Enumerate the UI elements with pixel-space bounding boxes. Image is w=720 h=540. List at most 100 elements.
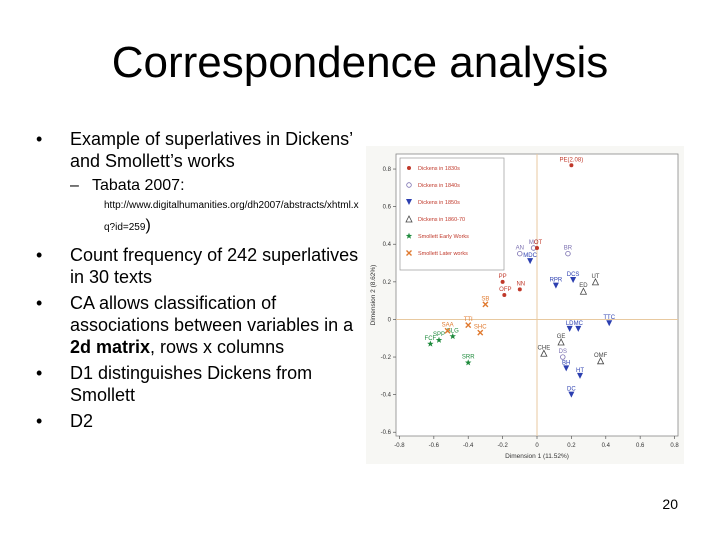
data-point — [405, 232, 413, 239]
data-label: TTC — [603, 315, 615, 321]
data-label: UT — [591, 274, 599, 280]
bullet-text: Count frequency of 242 superlatives in 3… — [70, 245, 359, 287]
data-label: OFP — [499, 287, 511, 293]
legend-box — [399, 157, 505, 271]
bullet-item: • CA allows classification of associatio… — [36, 292, 366, 358]
y-tick-label: -0.4 — [381, 393, 392, 399]
x-tick-label: -0.6 — [429, 443, 440, 449]
x-tick-label: 0 — [535, 443, 539, 449]
x-axis-label: Dimension 1 (11.52%) — [505, 453, 569, 460]
y-tick-label: 0.4 — [383, 242, 392, 248]
data-label: DCS — [567, 272, 580, 278]
y-tick-label: 0.8 — [383, 167, 392, 173]
bullet-text-after: , rows x columns — [150, 337, 285, 357]
data-label: PP — [499, 274, 507, 280]
y-tick-label: 0.6 — [383, 205, 392, 211]
data-label: FCF — [425, 336, 437, 342]
sub-bullet-dash: – — [70, 177, 79, 194]
data-point — [591, 277, 600, 286]
data-label: DC — [567, 387, 576, 393]
data-point — [517, 287, 522, 292]
data-point — [568, 391, 575, 398]
bullet-text: D2 — [70, 411, 94, 431]
x-tick-label: -0.4 — [463, 443, 474, 449]
data-point — [557, 338, 565, 346]
data-label: OMF — [594, 353, 608, 359]
data-point — [552, 282, 559, 289]
x-tick-label: 0.6 — [636, 443, 645, 449]
data-point — [435, 336, 443, 343]
legend-entry: Smollett Later works — [418, 251, 468, 257]
data-point — [465, 322, 472, 329]
data-label: SPP — [433, 332, 445, 338]
data-point — [444, 327, 451, 334]
data-label: ED — [579, 283, 588, 289]
y-tick-label: -0.6 — [381, 430, 392, 436]
legend-entry: Dickens in 1860-70 — [418, 217, 465, 223]
bullet-item: • Count frequency of 242 superlatives in… — [36, 244, 366, 288]
data-label: BR — [564, 246, 573, 252]
bullet-dot: • — [36, 411, 43, 431]
data-point — [606, 320, 613, 327]
data-point — [576, 372, 583, 379]
x-tick-label: 0.8 — [670, 443, 679, 449]
correspondence-chart: -0.8 -0.6 -0.4 -0.2 0 0.2 0.4 0.6 0.8 0.8 0.6 0.4 0.… — [366, 146, 684, 464]
slide-title: Correspondence analysis — [111, 38, 609, 87]
data-point — [563, 365, 570, 372]
bullet-dot: • — [36, 245, 43, 265]
bullet-item: • D2 — [36, 410, 366, 432]
sub-bullet-item: – Tabata 2007: — [36, 176, 366, 196]
data-label: SRR — [462, 355, 475, 361]
data-point — [406, 182, 412, 188]
bullet-dot: • — [36, 129, 43, 149]
reference-url-close: ) — [145, 217, 151, 234]
data-point — [566, 325, 573, 332]
data-point — [560, 354, 566, 360]
bullet-text: Example of superlatives in Dickens’ and … — [70, 129, 353, 171]
data-point — [535, 246, 539, 250]
data-point — [477, 329, 484, 336]
bullet-list: • Example of superlatives in Dickens’ an… — [36, 128, 366, 436]
data-label: CHE — [538, 345, 551, 351]
data-point — [527, 258, 534, 265]
data-point — [500, 279, 505, 284]
legend-entry: Dickens in 1840s — [418, 183, 460, 189]
data-label: BH — [562, 360, 570, 366]
bullet-item: • D1 distinguishes Dickens from Smollett — [36, 362, 366, 406]
data-label: LD — [566, 321, 574, 327]
y-tick-label: 0.2 — [383, 280, 392, 286]
data-label: SHC — [474, 325, 487, 331]
x-tick-label: 0.4 — [602, 443, 611, 449]
data-label: HT — [576, 368, 584, 374]
page-number: 20 — [662, 496, 678, 512]
x-tick-label: 0.2 — [567, 443, 576, 449]
legend-entry: Dickens in 1850s — [418, 200, 460, 206]
data-label: NN — [516, 281, 525, 287]
legend-entry: Dickens in 1830s — [418, 166, 460, 172]
data-label: MDC — [523, 253, 537, 259]
data-point — [407, 166, 411, 170]
data-point — [517, 250, 523, 257]
chart-svg: -0.8 -0.6 -0.4 -0.2 0 0.2 0.4 0.6 0.8 0.8 0.6 0.4 0.… — [370, 153, 679, 460]
data-point — [464, 359, 472, 366]
data-label: GE — [557, 334, 566, 340]
y-tick-label: 0 — [388, 317, 392, 323]
bullet-text: CA allows classification of associations… — [70, 293, 354, 335]
x-tick-label: -0.2 — [497, 443, 508, 449]
data-label: SAA — [442, 323, 454, 329]
bullet-item: • Example of superlatives in Dickens’ an… — [36, 128, 366, 172]
data-point — [575, 325, 582, 332]
bullet-text: D1 distinguishes Dickens from Smollett — [70, 363, 313, 405]
reference-url[interactable]: http://www.digitalhumanities.org/dh2007/… — [36, 196, 364, 238]
data-label: PE(2.08) — [560, 157, 584, 163]
data-label: SLG — [447, 328, 459, 334]
data-label: RPR — [550, 278, 563, 284]
legend-entry: Smollett Early Works — [418, 234, 469, 240]
reference-url-text[interactable]: http://www.digitalhumanities.org/dh2007/… — [104, 200, 359, 233]
data-point — [405, 215, 413, 223]
data-point — [406, 250, 412, 256]
bullet-dot: • — [36, 363, 43, 383]
y-axis-label: Dimension 2 (8.62%) — [370, 265, 377, 326]
data-point — [449, 332, 456, 340]
data-label: TTI — [464, 317, 473, 323]
